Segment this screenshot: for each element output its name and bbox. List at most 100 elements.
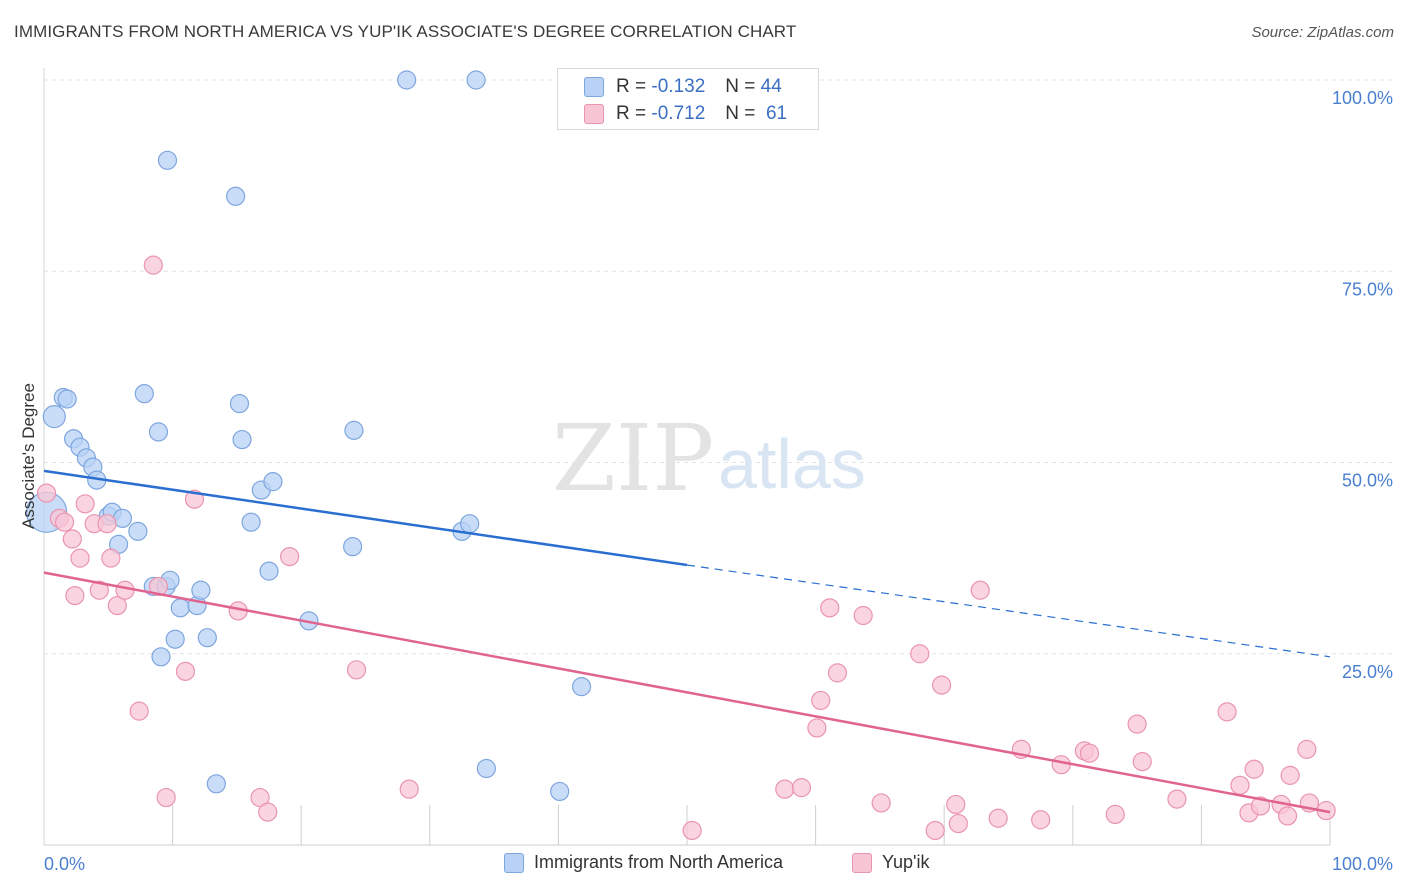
point-yupik: [107, 595, 127, 616]
legend-label: Immigrants from North America: [534, 852, 784, 872]
point-yupik: [1167, 789, 1187, 809]
point-yupik: [62, 529, 82, 549]
point-immigrants: [197, 628, 217, 648]
point-immigrants: [191, 580, 211, 600]
point-immigrants: [206, 774, 226, 794]
r-label: R =: [616, 103, 647, 124]
point-yupik: [925, 820, 945, 841]
point-yupik: [1280, 765, 1300, 785]
point-yupik: [827, 663, 848, 683]
legend-item-immigrants[interactable]: Immigrants from North America: [504, 852, 783, 873]
point-yupik: [946, 794, 966, 815]
point-yupik: [1230, 775, 1250, 795]
n-value: 61: [765, 103, 788, 124]
point-yupik: [97, 514, 117, 534]
point-immigrants: [232, 429, 252, 450]
point-immigrants: [263, 472, 283, 492]
point-yupik: [75, 494, 95, 514]
point-yupik: [948, 813, 968, 834]
r-value: -0.132: [651, 76, 706, 97]
point-yupik: [807, 718, 827, 738]
point-immigrants: [466, 70, 486, 90]
point-yupik: [1244, 759, 1264, 779]
y-axis-label: Associate's Degree: [19, 383, 38, 529]
point-yupik: [970, 580, 990, 600]
point-yupik: [910, 644, 930, 664]
watermark-atlas: atlas: [718, 425, 866, 503]
point-yupik: [399, 779, 419, 799]
point-yupik: [280, 546, 300, 567]
point-yupik: [70, 548, 90, 568]
point-immigrants: [165, 629, 185, 649]
point-yupik: [175, 661, 196, 681]
trend-line-immigrants-projection: [686, 564, 1331, 658]
stat-row-blue: R = -0.132 N = 44: [558, 74, 782, 100]
point-immigrants: [157, 150, 178, 170]
point-immigrants: [343, 537, 363, 557]
point-yupik: [791, 778, 812, 798]
point-immigrants: [344, 420, 364, 440]
point-yupik: [143, 255, 163, 275]
point-yupik: [988, 808, 1008, 828]
series-legend: Immigrants from North America Yup'ik: [0, 852, 1406, 878]
point-yupik: [932, 675, 952, 695]
point-immigrants: [397, 70, 417, 90]
axes: 25.0% 50.0% 75.0% 100.0% 0.0% 100.0%: [43, 68, 1393, 874]
point-yupik: [1132, 752, 1152, 772]
x-tick-label-min: 0.0%: [44, 854, 85, 874]
legend-swatch-pink: [852, 852, 872, 873]
data-points: [25, 70, 1336, 841]
chart-title: IMMIGRANTS FROM NORTH AMERICA VS YUP'IK …: [14, 22, 797, 41]
legend-item-yupik[interactable]: Yup'ik: [852, 852, 929, 873]
legend-label: Yup'ik: [882, 852, 930, 872]
n-label: N =: [725, 103, 756, 124]
point-immigrants: [128, 521, 148, 541]
watermark: ZIP atlas: [552, 405, 866, 512]
point-yupik: [1031, 810, 1051, 830]
legend-swatch-blue: [504, 852, 524, 873]
point-immigrants: [476, 758, 496, 779]
trend-lines: [43, 469, 1331, 814]
point-yupik: [65, 586, 85, 606]
point-yupik: [115, 580, 135, 600]
point-yupik: [1079, 743, 1100, 763]
point-immigrants: [259, 561, 279, 581]
point-immigrants: [134, 384, 154, 404]
y-tick-label: 25.0%: [1342, 662, 1393, 682]
point-yupik: [871, 793, 891, 813]
stat-row-pink: R = -0.712 N = 61: [558, 101, 787, 127]
n-label: N =: [725, 76, 756, 97]
correlation-legend: R = -0.132 N = 44 R = -0.712 N = 61: [557, 68, 819, 130]
watermark-zip: ZIP: [552, 405, 714, 512]
point-immigrants: [460, 514, 480, 534]
r-value: -0.712: [651, 103, 706, 124]
point-immigrants: [226, 186, 246, 206]
r-label: R =: [616, 76, 647, 97]
pink-swatch: [584, 104, 604, 124]
point-yupik: [129, 701, 149, 721]
point-immigrants: [57, 389, 77, 409]
x-tick-label-max: 100.0%: [1332, 854, 1393, 874]
y-tick-label: 75.0%: [1342, 279, 1393, 299]
trend-line-yupik: [43, 571, 1331, 814]
point-immigrants: [148, 422, 169, 442]
point-yupik: [346, 660, 367, 680]
point-immigrants: [550, 781, 570, 802]
point-yupik: [89, 580, 109, 600]
point-yupik: [101, 548, 121, 568]
grid-lines: [44, 79, 1392, 655]
point-immigrants: [241, 512, 261, 532]
trend-line-immigrants: [43, 469, 688, 567]
point-immigrants: [170, 598, 190, 618]
point-immigrants: [229, 393, 250, 414]
y-tick-label: 50.0%: [1342, 471, 1393, 491]
point-yupik: [1051, 755, 1071, 775]
point-yupik: [1250, 796, 1271, 816]
y-tick-label: 100.0%: [1332, 88, 1393, 108]
n-value: 44: [760, 76, 782, 97]
point-yupik: [36, 483, 57, 503]
point-immigrants: [151, 647, 171, 667]
point-yupik: [54, 512, 75, 532]
point-yupik: [156, 787, 176, 808]
